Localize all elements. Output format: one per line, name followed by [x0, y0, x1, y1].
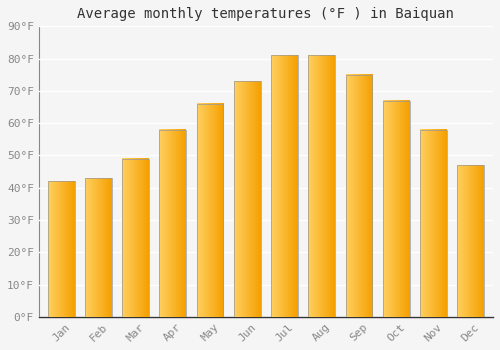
Bar	[420, 130, 447, 317]
Bar	[85, 178, 112, 317]
Bar	[234, 81, 260, 317]
Title: Average monthly temperatures (°F ) in Baiquan: Average monthly temperatures (°F ) in Ba…	[78, 7, 454, 21]
Bar	[308, 55, 335, 317]
Bar	[160, 130, 186, 317]
Bar	[383, 100, 409, 317]
Bar	[271, 55, 298, 317]
Bar	[196, 104, 224, 317]
Bar	[346, 75, 372, 317]
Bar	[122, 159, 149, 317]
Bar	[458, 165, 484, 317]
Bar	[48, 181, 74, 317]
